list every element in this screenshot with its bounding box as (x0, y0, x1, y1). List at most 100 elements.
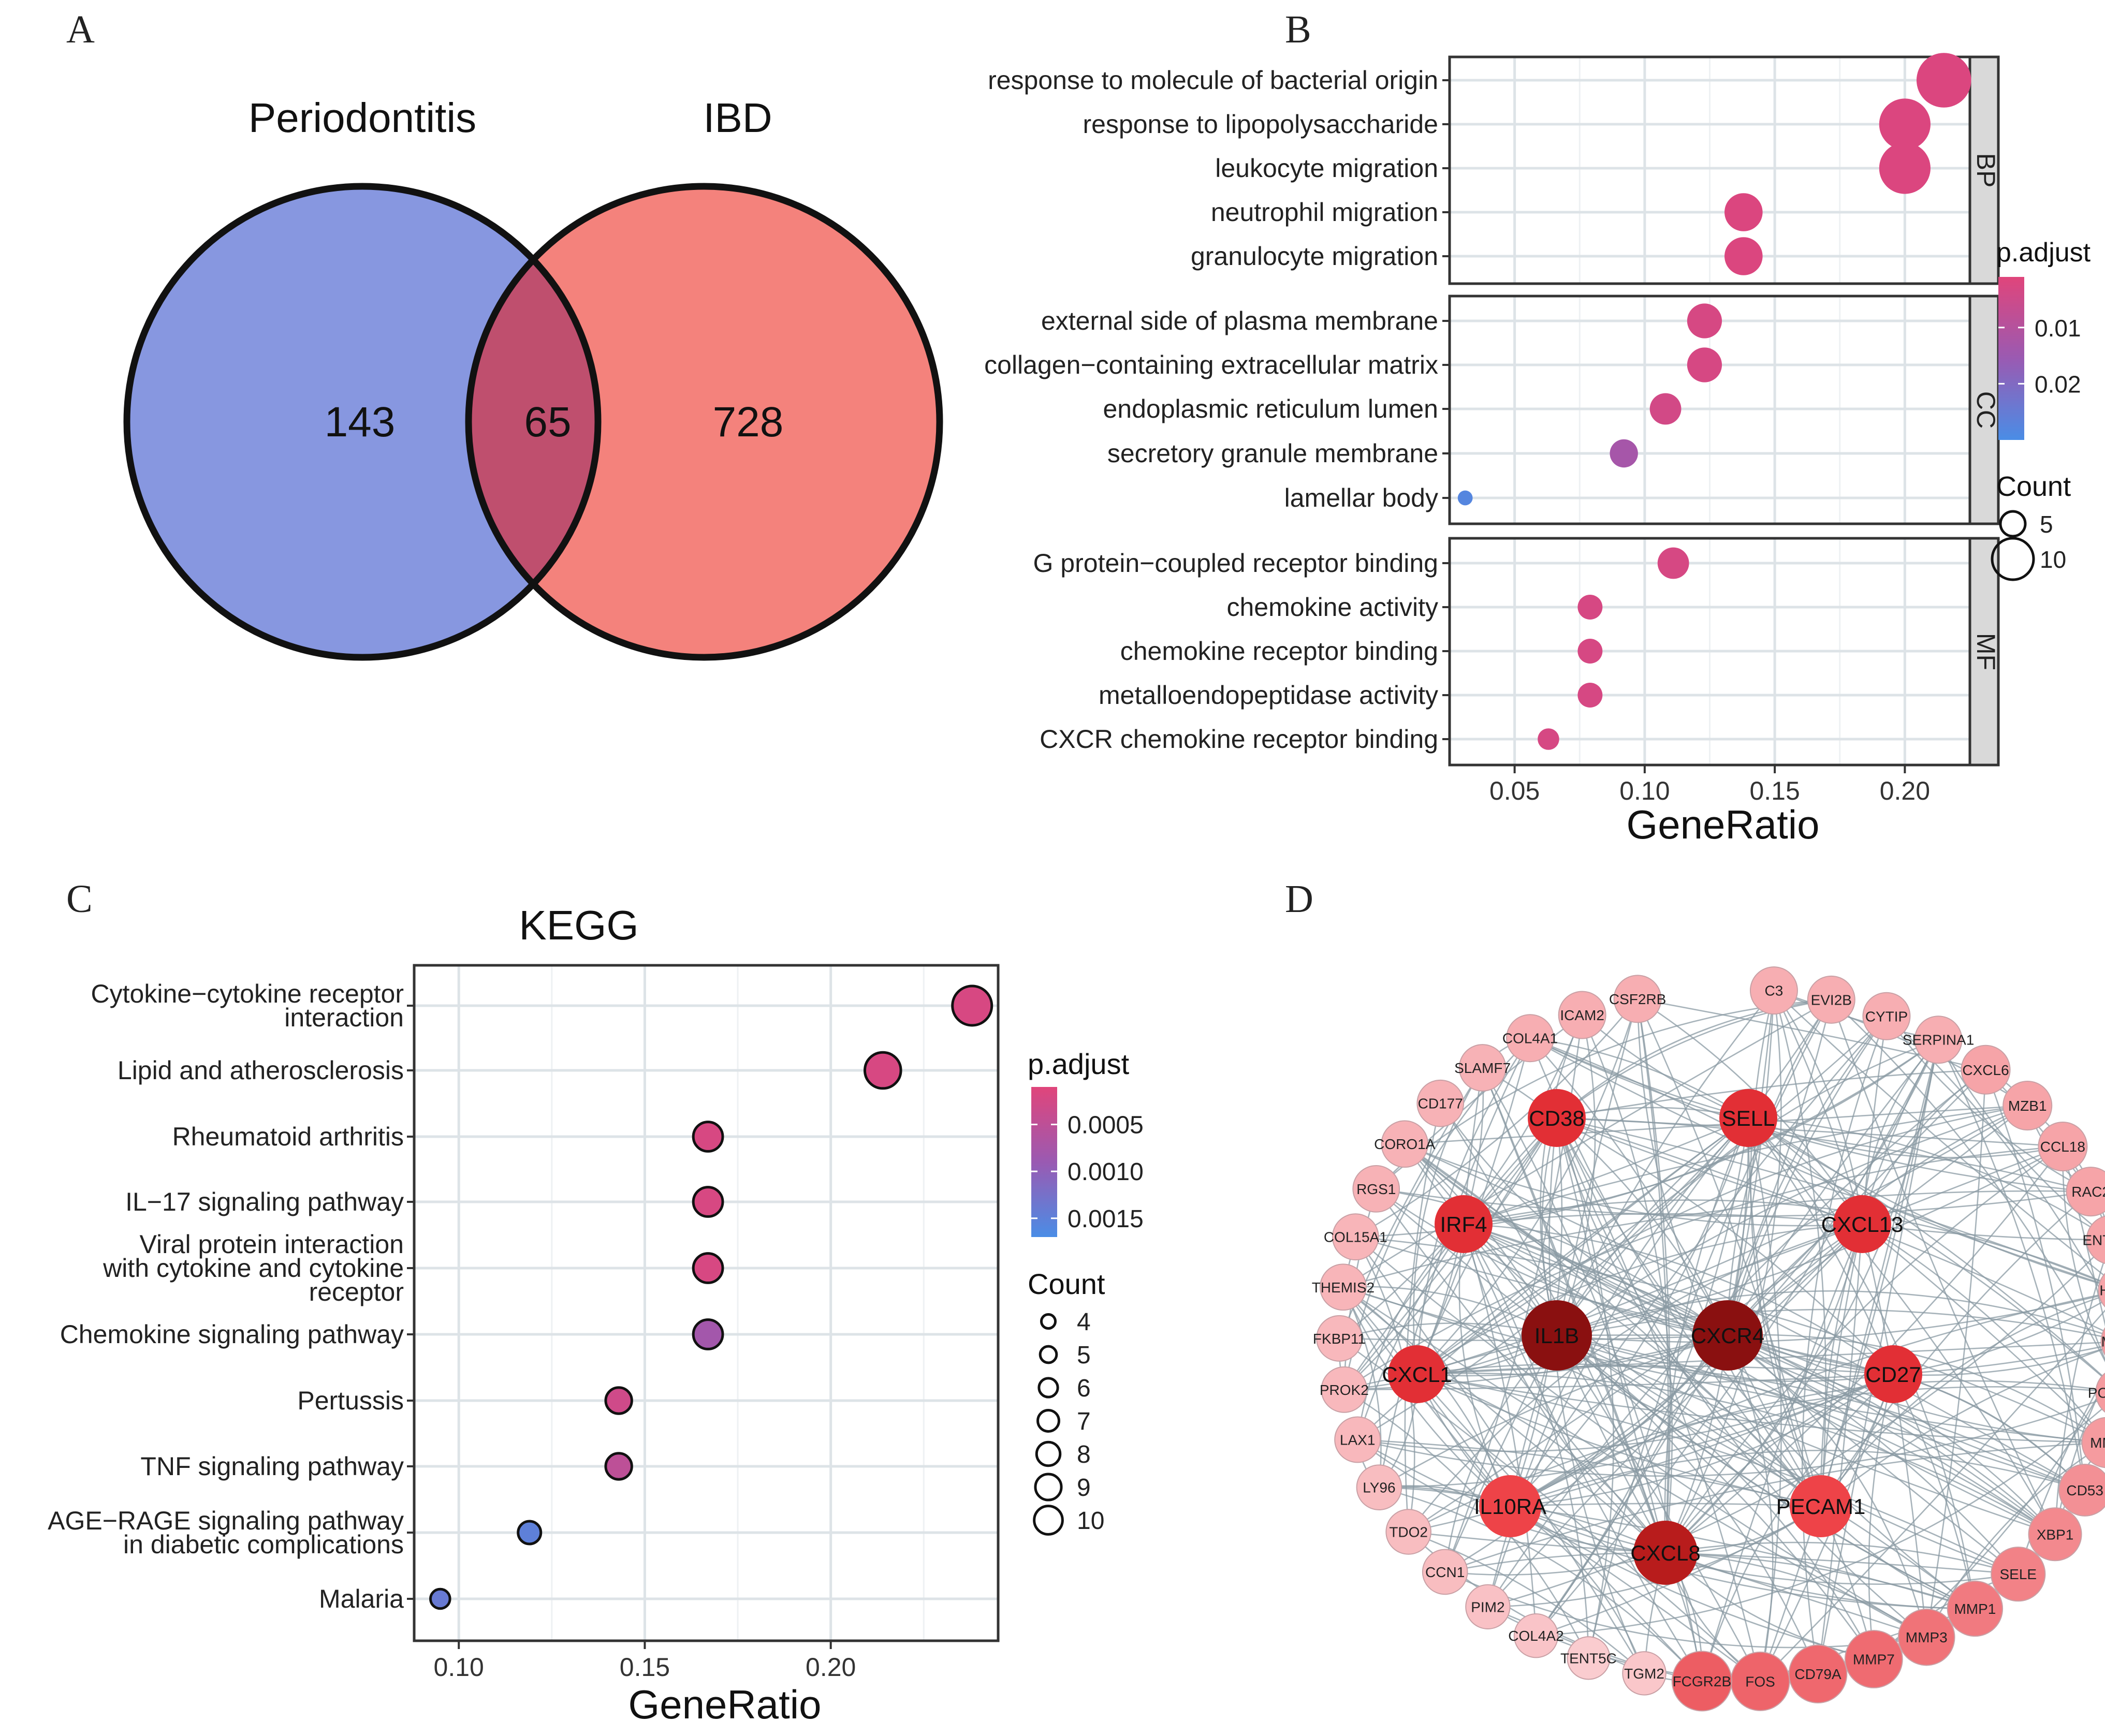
network-node-ring (1513, 1613, 1559, 1658)
network-edge (1355, 1236, 1645, 1674)
network-node-label: CSF2RB (1609, 991, 1666, 1007)
kegg-legend-size-circle (1039, 1345, 1058, 1364)
network-edge (1748, 1117, 2105, 1379)
go-dot (1649, 393, 1682, 425)
kegg-term-label: Rheumatoid arthritis (172, 1122, 404, 1151)
go-legend-color: p.adjust 0.01 0.02 (1996, 238, 2091, 440)
network-edge (1510, 1503, 1821, 1507)
network-edge (1444, 1552, 1976, 1610)
kegg-dot-plot: KEGG Cytokine−cytokine receptorinteracti… (48, 902, 1144, 1727)
network-edge (1727, 990, 1775, 1336)
network-node-label: C3 (1765, 983, 1784, 999)
go-term-label: external side of plasma membrane (1041, 306, 1438, 335)
network-edge (1355, 1236, 1927, 1638)
kegg-legend-colorbar (1031, 1087, 1057, 1237)
go-x-axis: 0.05 0.10 0.15 0.20 (1489, 765, 1930, 805)
network-edge (1343, 1145, 2063, 1390)
network-edge (1529, 1037, 2105, 1286)
network-edge (1892, 1374, 1976, 1609)
network-edge (1463, 1223, 2056, 1535)
network-node-ring (1356, 1464, 1402, 1511)
kegg-legend-size-label: 5 (1077, 1342, 1091, 1369)
network-node-hub (1833, 1195, 1891, 1253)
network-node-hub (1692, 1300, 1763, 1371)
network-edge (1665, 1552, 1975, 1610)
kegg-term-label: interaction (284, 1003, 404, 1032)
network-node-label: PROK2 (1320, 1382, 1369, 1398)
venn-diagram: Periodontitis IBD 143 65 728 (123, 95, 943, 661)
go-x-tick-label: 0.20 (1880, 776, 1930, 805)
network-node-label: LY96 (1363, 1480, 1395, 1496)
go-dot (1687, 347, 1722, 382)
network-edge (1893, 1373, 2086, 1491)
network-node-label: COL15A1 (1324, 1229, 1387, 1245)
go-facet-strip (1968, 295, 2000, 525)
go-dot (1724, 193, 1763, 231)
go-dot (1879, 142, 1931, 194)
network-edge (1727, 1016, 1888, 1336)
network-edge (1463, 1199, 2105, 1284)
network-node-label: POU2AF1 (2088, 1385, 2105, 1401)
network-edge (1556, 1335, 1761, 1682)
network-edge (1357, 1397, 2105, 1477)
network-node-hub (1633, 1521, 1698, 1585)
network-edge (1416, 998, 1639, 1375)
network-edge (1750, 990, 1822, 1507)
venn-outline-left (123, 183, 602, 661)
go-legend-size-circle (1999, 510, 2027, 538)
go-x-tick-label: 0.05 (1489, 776, 1540, 805)
network-edge (1748, 1117, 2105, 1286)
network-node-ring (2086, 1215, 2105, 1264)
network-edge (1510, 1373, 1894, 1507)
network-edge (1376, 999, 1832, 1189)
kegg-term-label: with cytokine and cytokine (103, 1254, 404, 1283)
network-hub-label: CXCL13 (1821, 1212, 1904, 1237)
go-term-label: response to lipopolysaccharide (1083, 110, 1438, 139)
go-dot (1657, 547, 1689, 579)
network-edge (1404, 1143, 1863, 1227)
network-edge (1379, 1487, 1703, 1682)
network-edge (1556, 1117, 2063, 1147)
venn-label-periodontitis: Periodontitis (248, 95, 476, 141)
network-edge (1556, 998, 1639, 1336)
network-node-ring (1991, 1547, 2046, 1602)
kegg-legend-color-tick-label: 0.0010 (1068, 1158, 1144, 1186)
go-dots (1457, 53, 1971, 750)
network-edge (1357, 1373, 1894, 1452)
network-edge (1379, 1373, 1894, 1488)
go-x-tick-label: 0.10 (1619, 776, 1670, 805)
go-facet-strip (1968, 537, 2000, 767)
network-node-ring (2081, 1417, 2105, 1468)
network-edge (1416, 1372, 2056, 1535)
kegg-dot (692, 1318, 724, 1350)
kegg-title: KEGG (519, 902, 638, 948)
network-edge (1727, 1334, 2056, 1535)
network-node-ring (1506, 1014, 1555, 1063)
kegg-term-label: TNF signaling pathway (140, 1452, 404, 1481)
network-edge (1408, 1531, 1645, 1674)
network-edge (1416, 1105, 2028, 1375)
network-edge (1985, 1069, 2086, 1491)
network-node-label: CYTIP (1865, 1008, 1908, 1024)
venn-circle-ibd (469, 186, 940, 657)
network-edge (1926, 1443, 2105, 1638)
go-dot (1610, 439, 1638, 468)
kegg-dot (692, 1121, 724, 1153)
network-node-ring (2058, 1464, 2105, 1517)
network-edge (1355, 998, 1639, 1238)
network-edge (1355, 1236, 1894, 1375)
go-term-label: metalloendopeptidase activity (1099, 681, 1438, 710)
go-facet-strip-label: BP (1971, 153, 2000, 188)
network-node-ring (2100, 1327, 2105, 1356)
kegg-term-label: AGE−RAGE signaling pathway (48, 1506, 404, 1535)
network-edge (1556, 1117, 1976, 1610)
kegg-legend-size-label: 4 (1077, 1308, 1091, 1336)
network-node-ring (1316, 1315, 1363, 1362)
network-edge (1556, 1117, 1927, 1638)
kegg-term-label: Chemokine signaling pathway (60, 1320, 404, 1349)
network-node-label: MMP12 (2101, 1334, 2105, 1350)
network-edge (1727, 1334, 2105, 1443)
network-node-label: CD177 (1418, 1096, 1463, 1112)
go-term-labels: response to molecule of bacterial origin… (984, 66, 1450, 754)
network-node-label: SLAMF7 (1454, 1060, 1511, 1076)
